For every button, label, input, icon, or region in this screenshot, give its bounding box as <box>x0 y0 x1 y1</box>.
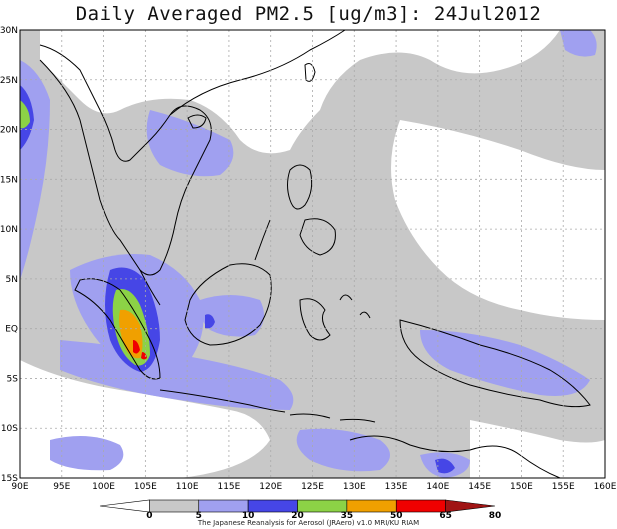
colorbar-level-label: 10 <box>242 511 255 521</box>
coast-china <box>169 29 346 116</box>
coast-luzon <box>287 164 313 210</box>
lon-tick-label: 130E <box>343 482 366 492</box>
lon-tick-label: 95E <box>53 482 70 492</box>
pm25-shading <box>20 30 605 478</box>
shade-10-20-coast <box>420 330 590 396</box>
lon-tick-label: 120E <box>259 482 282 492</box>
shade-65-80-sumatra <box>133 340 140 354</box>
colorbar-level-label: 65 <box>439 511 452 521</box>
shade-10-20-sw2 <box>50 436 124 471</box>
lon-tick-label: 150E <box>510 482 533 492</box>
colorbar-swatch <box>395 499 446 513</box>
shade-65-80-sumatra2 <box>141 352 147 360</box>
lon-tick-label: 100E <box>92 482 115 492</box>
colorbar-level-label: 50 <box>390 511 403 521</box>
colorbar-swatch <box>297 499 348 513</box>
shade-20-35-dot2 <box>435 458 455 474</box>
shade-35-50-west <box>20 100 30 129</box>
lon-tick-label: 110E <box>176 482 199 492</box>
colorbar-swatch <box>198 499 249 513</box>
lat-tick-label: EQ <box>5 325 18 335</box>
lon-tick-label: 105E <box>134 482 157 492</box>
shade-10-20-java <box>60 340 294 410</box>
colorbar-level-label: 80 <box>489 511 502 521</box>
coast-mindanao <box>299 218 336 256</box>
map-title: Daily Averaged PM2.5 [ug/m3]: 24Jul2012 <box>75 3 542 25</box>
colorbar: 0 5 10 20 35 50 65 80 <box>99 499 502 521</box>
latitude-labels: 30N 25N 20N 15N 10N 5N EQ 5S 10S 15S <box>0 26 18 484</box>
colorbar-level-label: 5 <box>196 511 202 521</box>
coast-malaya <box>139 269 161 306</box>
lon-tick-label: 125E <box>301 482 324 492</box>
lon-tick-label: 160E <box>594 482 617 492</box>
coast-indochina <box>39 44 212 276</box>
credit-text: The Japanese Reanalysis for Aerosol (JRA… <box>197 519 420 527</box>
colorbar-level-label: 20 <box>291 511 304 521</box>
lon-tick-label: 145E <box>468 482 491 492</box>
colorbar-level-label: 0 <box>146 511 152 521</box>
lon-tick-label: 90E <box>11 482 28 492</box>
lat-tick-label: 30N <box>0 26 18 36</box>
coast-palawan <box>254 219 271 261</box>
coastlines <box>39 29 591 479</box>
shade-10-20-borneo <box>198 295 264 337</box>
coast-borneo <box>184 263 272 346</box>
coast-taiwan <box>304 63 316 82</box>
shade-0-5-southeast <box>470 420 605 478</box>
coast-australia <box>349 435 561 479</box>
colorbar-level-label: 35 <box>341 511 354 521</box>
lat-tick-label: 15S <box>1 474 18 484</box>
coast-hainan <box>187 114 207 129</box>
coast-lesser-sunda <box>289 413 376 423</box>
lat-tick-label: 5N <box>6 275 18 285</box>
lat-tick-label: 20N <box>0 126 18 136</box>
lat-tick-label: 25N <box>0 76 18 86</box>
lon-tick-label: 155E <box>552 482 575 492</box>
coast-java <box>159 389 286 413</box>
shade-10-20-scs <box>146 110 234 177</box>
colorbar-swatch <box>247 499 298 513</box>
lon-tick-label: 115E <box>217 482 240 492</box>
lat-tick-label: 15N <box>0 175 18 185</box>
colorbar-swatch <box>445 499 496 513</box>
lon-tick-label: 140E <box>426 482 449 492</box>
shade-20-35-dot1 <box>205 314 215 329</box>
plot-frame <box>19 29 606 479</box>
coast-moluccas <box>339 294 371 319</box>
lat-tick-label: 10S <box>1 424 18 434</box>
coast-sumatra <box>74 278 161 380</box>
lat-tick-label: 10N <box>0 225 18 235</box>
shade-10-20-ne <box>560 30 597 57</box>
colorbar-swatch <box>346 499 397 513</box>
coast-sulawesi <box>299 298 331 341</box>
shade-10-20-timor <box>296 428 390 472</box>
colorbar-swatch <box>99 499 150 513</box>
shade-0-5-east <box>391 120 605 320</box>
colorbar-swatch <box>149 499 200 513</box>
lat-tick-label: 5S <box>7 374 19 384</box>
lon-tick-label: 135E <box>385 482 408 492</box>
shade-0-5-north <box>40 30 560 154</box>
longitude-labels: 90E 95E 100E 105E 110E 115E 120E 125E 130E 135E 14… <box>11 482 616 492</box>
